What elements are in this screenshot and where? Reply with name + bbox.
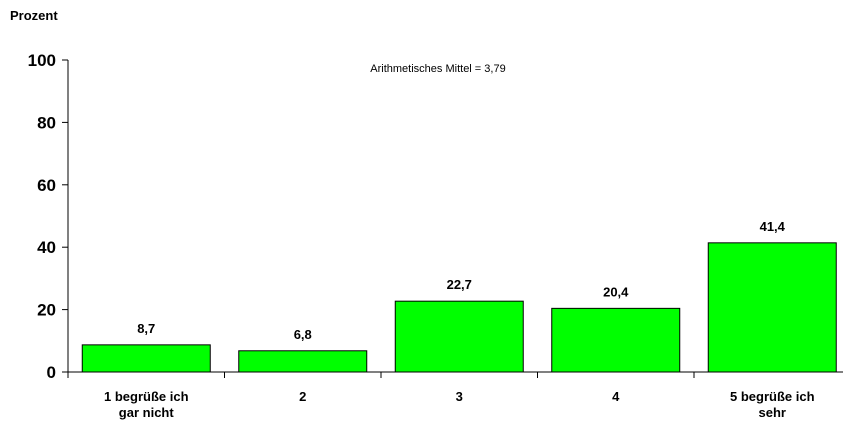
x-category-label: 3 bbox=[456, 389, 463, 404]
y-tick-label: 80 bbox=[37, 113, 56, 132]
x-category-label: 1 begrüße ich bbox=[104, 389, 189, 404]
y-tick-label: 20 bbox=[37, 301, 56, 320]
bar bbox=[238, 350, 368, 373]
bar bbox=[394, 300, 524, 373]
y-tick-label: 40 bbox=[37, 238, 56, 257]
x-category-label: 2 bbox=[299, 389, 306, 404]
y-tick-label: 0 bbox=[47, 363, 56, 382]
bar-value-label: 8,7 bbox=[137, 321, 155, 336]
bar-value-label: 22,7 bbox=[447, 277, 472, 292]
x-category-label: 4 bbox=[612, 389, 620, 404]
bar bbox=[551, 307, 681, 373]
x-category-label: gar nicht bbox=[119, 405, 175, 420]
y-tick-label: 60 bbox=[37, 176, 56, 195]
mean-annotation: Arithmetisches Mittel = 3,79 bbox=[370, 63, 505, 75]
bar bbox=[81, 344, 211, 373]
bar-value-label: 41,4 bbox=[760, 219, 786, 234]
x-category-label: sehr bbox=[759, 405, 786, 420]
bar-value-label: 20,4 bbox=[603, 284, 629, 299]
bars bbox=[81, 242, 837, 373]
bar bbox=[707, 242, 837, 373]
bar-value-label: 6,8 bbox=[294, 327, 312, 342]
x-category-label: 5 begrüße ich bbox=[730, 389, 815, 404]
y-axis-label: Prozent bbox=[10, 8, 58, 23]
y-tick-label: 100 bbox=[28, 51, 56, 70]
